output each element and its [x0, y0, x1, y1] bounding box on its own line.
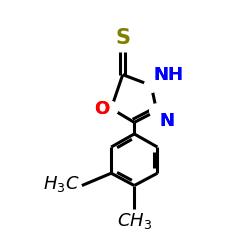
Circle shape — [144, 78, 158, 92]
Text: S: S — [115, 28, 130, 48]
Circle shape — [104, 102, 118, 116]
Text: NH: NH — [154, 66, 184, 84]
Text: $CH_3$: $CH_3$ — [117, 211, 152, 231]
Circle shape — [150, 104, 164, 118]
Text: N: N — [159, 112, 174, 130]
Text: O: O — [94, 100, 110, 117]
Text: NH: NH — [154, 66, 184, 84]
Text: O: O — [94, 100, 110, 117]
Text: $H_3C$: $H_3C$ — [43, 174, 80, 194]
Text: N: N — [159, 112, 174, 130]
